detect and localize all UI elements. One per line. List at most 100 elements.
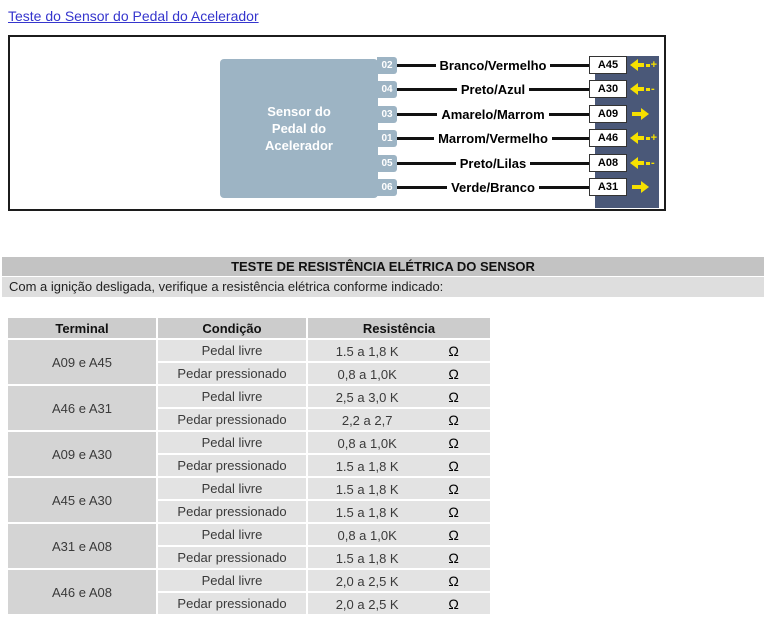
wire-line	[397, 136, 435, 140]
pin-number: 02	[377, 56, 397, 74]
condition-cell: Pedar pressionado	[158, 455, 306, 476]
wire-row: 05 Preto/Lilas A08 -	[377, 151, 657, 175]
condition-cell: Pedar pressionado	[158, 409, 306, 430]
ohm-symbol: Ω	[448, 365, 459, 382]
wire-color-label: Preto/Azul	[460, 81, 526, 97]
pin-number: 05	[377, 154, 397, 172]
resistance-cell: 0,8 a 1,0K Ω	[308, 524, 490, 545]
wire-color-label: Branco/Vermelho	[439, 57, 547, 73]
wire-line	[397, 185, 448, 189]
wire-row: 02 Branco/Vermelho A45 +	[377, 53, 657, 77]
terminal-box: A31	[589, 178, 628, 196]
ohm-symbol: Ω	[448, 526, 459, 543]
wire-line	[548, 112, 589, 116]
terminal-cell: A46 e A08	[8, 570, 156, 614]
condition-cell: Pedar pressionado	[158, 547, 306, 568]
resistance-table: Terminal Condição Resistência A09 e A45 …	[6, 316, 492, 616]
resistance-cell: 0,8 a 1,0K Ω	[308, 432, 490, 453]
wiring-diagram: Sensor do Pedal do Acelerador 02 Branco/…	[8, 35, 666, 211]
condition-cell: Pedal livre	[158, 432, 306, 453]
ohm-symbol: Ω	[448, 595, 459, 612]
wire-row: 06 Verde/Branco A31	[377, 175, 657, 199]
wire-line	[397, 112, 438, 116]
table-row: A31 e A08 Pedal livre 0,8 a 1,0K Ω	[8, 524, 490, 568]
col-header-resistance: Resistência	[308, 318, 490, 338]
left-arrow-icon: +	[630, 59, 657, 71]
wire-color-label: Preto/Lilas	[459, 155, 527, 171]
terminal-box: A08	[589, 154, 627, 172]
wire-line	[538, 185, 590, 189]
left-arrow-icon: -	[630, 83, 657, 95]
wire-line	[550, 63, 589, 67]
sensor-box: Sensor do Pedal do Acelerador	[220, 59, 378, 198]
terminal-cell: A46 e A31	[8, 386, 156, 430]
sensor-label-line: Acelerador	[265, 138, 333, 153]
sensor-label-line: Sensor do	[267, 104, 331, 119]
polarity-sign: +	[650, 59, 657, 71]
left-arrow-icon: +	[630, 132, 657, 144]
terminal-box: A46	[589, 129, 628, 147]
col-header-condition: Condição	[158, 318, 306, 338]
pin-number: 06	[377, 178, 397, 196]
terminal-cell: A09 e A30	[8, 432, 156, 476]
terminal-box: A30	[589, 80, 628, 98]
condition-cell: Pedal livre	[158, 478, 306, 499]
ohm-symbol: Ω	[448, 411, 459, 428]
sensor-label-line: Pedal do	[271, 121, 327, 136]
wire-row: 01 Marrom/Vermelho A46 +	[377, 126, 657, 150]
right-arrow-icon	[630, 181, 657, 193]
condition-cell: Pedar pressionado	[158, 363, 306, 384]
wire-line	[397, 87, 457, 91]
condition-cell: Pedal livre	[158, 386, 306, 407]
resistance-cell: 0,8 a 1,0K Ω	[308, 363, 490, 384]
polarity-sign: -	[651, 83, 655, 95]
wire-line	[397, 161, 456, 165]
pin-number: 04	[377, 80, 397, 98]
wire-color-label: Marrom/Vermelho	[438, 130, 548, 146]
wire-line	[397, 63, 436, 67]
ohm-symbol: Ω	[448, 388, 459, 405]
wire-row: 03 Amarelo/Marrom A09	[377, 102, 657, 126]
wire-color-label: Amarelo/Marrom	[441, 106, 545, 122]
condition-cell: Pedal livre	[158, 340, 306, 361]
wire-line	[529, 87, 590, 91]
resistance-cell: 2,2 a 2,7 Ω	[308, 409, 490, 430]
terminal-cell: A45 e A30	[8, 478, 156, 522]
ohm-symbol: Ω	[448, 503, 459, 520]
resistance-test-section: TESTE DE RESISTÊNCIA ELÉTRICA DO SENSOR …	[2, 257, 764, 297]
wire-line	[551, 136, 590, 140]
page-title-link[interactable]: Teste do Sensor do Pedal do Acelerador	[8, 8, 259, 24]
section-title: TESTE DE RESISTÊNCIA ELÉTRICA DO SENSOR	[2, 257, 764, 276]
terminal-box: A45	[589, 56, 627, 74]
terminal-cell: A09 e A45	[8, 340, 156, 384]
table-row: A09 e A30 Pedal livre 0,8 a 1,0K Ω	[8, 432, 490, 476]
ohm-symbol: Ω	[448, 434, 459, 451]
wire-row: 04 Preto/Azul A30 -	[377, 77, 657, 101]
ohm-symbol: Ω	[448, 342, 459, 359]
condition-cell: Pedar pressionado	[158, 593, 306, 614]
terminal-box: A09	[589, 105, 627, 123]
pin-number: 01	[377, 129, 397, 147]
table-row: Pedar pressionado 2,2 a 2,7 Ω	[8, 409, 490, 430]
condition-cell: Pedal livre	[158, 524, 306, 545]
table-row: Pedar pressionado 0,8 a 1,0K Ω	[8, 363, 490, 384]
section-instruction: Com a ignição desligada, verifique a res…	[2, 277, 764, 297]
col-header-terminal: Terminal	[8, 318, 156, 338]
ohm-symbol: Ω	[448, 572, 459, 589]
table-header-row: Terminal Condição Resistência	[8, 318, 490, 338]
polarity-sign: +	[650, 132, 658, 144]
